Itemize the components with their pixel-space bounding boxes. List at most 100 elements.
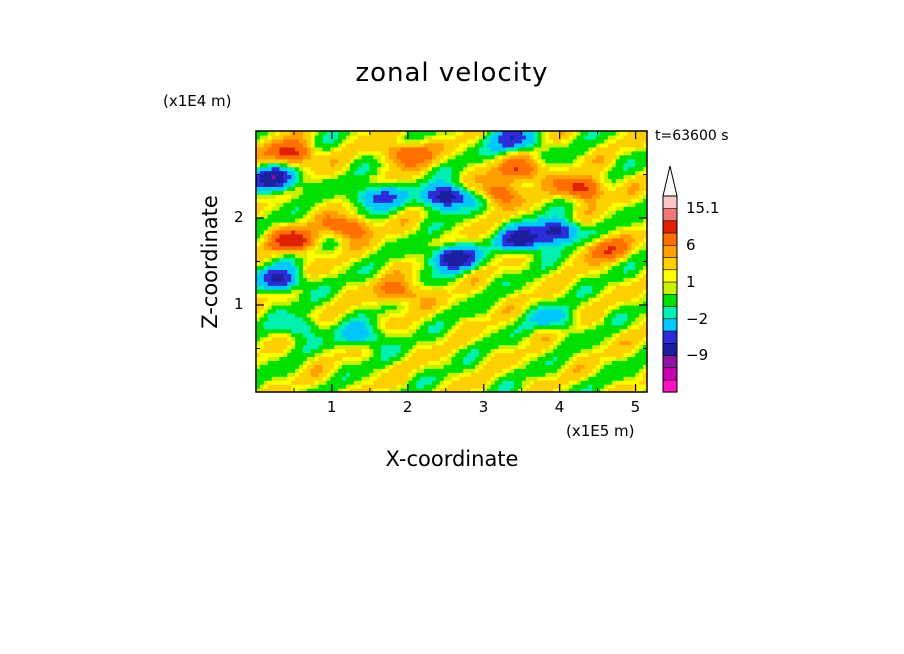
field-cell — [428, 328, 433, 334]
field-cell — [463, 289, 468, 294]
field-cell — [467, 356, 472, 361]
field-cell — [564, 336, 570, 342]
field-cell — [431, 257, 437, 263]
field-cell — [310, 265, 316, 271]
field-cell — [373, 328, 378, 334]
field-cell — [256, 289, 261, 294]
field-cell — [314, 305, 320, 310]
field-cell — [342, 273, 347, 278]
field-cell — [338, 380, 343, 385]
field-cell — [564, 368, 570, 373]
field-cell — [463, 376, 468, 381]
field-cell — [627, 198, 632, 203]
field-cell — [377, 198, 382, 203]
field-cell — [564, 344, 570, 350]
field-cell — [287, 320, 292, 326]
field-cell — [506, 380, 511, 385]
field-cell — [357, 221, 363, 227]
field-cell — [537, 218, 543, 223]
field-cell — [381, 352, 386, 358]
field-cell — [619, 312, 625, 318]
field-cell — [545, 384, 550, 389]
field-cell — [541, 221, 546, 227]
field-cell — [607, 305, 613, 310]
field-cell — [533, 384, 539, 389]
field-cell — [584, 269, 589, 274]
field-cell — [463, 352, 468, 358]
field-cell — [388, 221, 394, 227]
field-cell — [275, 312, 281, 318]
field-cell — [443, 289, 449, 294]
field-cell — [631, 312, 636, 318]
field-cell — [365, 269, 370, 274]
field-cell — [498, 257, 503, 263]
field-cell — [451, 305, 457, 310]
field-cell — [342, 324, 347, 330]
field-cell — [349, 293, 355, 298]
field-cell — [447, 257, 453, 263]
field-cell — [424, 253, 429, 259]
field-cell — [420, 364, 425, 369]
field-cell — [349, 257, 355, 263]
field-cell — [502, 348, 507, 354]
field-cell — [283, 281, 288, 286]
field-cell — [631, 237, 636, 243]
field-cell — [592, 198, 597, 203]
field-cell — [400, 336, 406, 342]
field-cell — [541, 352, 546, 358]
field-cell — [517, 281, 523, 286]
field-cell — [474, 376, 480, 381]
field-cell — [431, 368, 437, 373]
field-cell — [639, 305, 644, 310]
field-cell — [385, 285, 390, 290]
field-cell — [299, 221, 304, 227]
field-cell — [451, 320, 457, 326]
field-cell — [576, 356, 582, 361]
field-cell — [592, 245, 597, 251]
field-cell — [584, 249, 589, 255]
field-cell — [463, 328, 468, 334]
field-cell — [318, 324, 324, 330]
field-cell — [584, 218, 589, 223]
field-cell — [510, 210, 515, 215]
field-cell — [506, 293, 511, 298]
field-cell — [498, 245, 503, 251]
field-cell — [498, 324, 503, 330]
field-cell — [256, 336, 261, 342]
field-cell — [424, 372, 429, 377]
field-cell — [580, 229, 586, 235]
field-cell — [619, 356, 625, 361]
field-cell — [619, 344, 625, 350]
field-cell — [517, 384, 523, 389]
field-cell — [541, 372, 546, 377]
field-cell — [514, 364, 519, 369]
field-cell — [588, 380, 593, 385]
field-cell — [451, 206, 457, 211]
field-cell — [291, 277, 296, 282]
field-cell — [521, 297, 527, 302]
field-cell — [385, 332, 390, 338]
field-cell — [447, 281, 453, 286]
field-cell — [392, 194, 398, 199]
field-cell — [396, 336, 402, 342]
field-cell — [635, 364, 640, 369]
field-cell — [607, 277, 613, 282]
field-cell — [279, 265, 284, 271]
field-cell — [596, 336, 601, 342]
field-cell — [322, 198, 327, 203]
field-cell — [416, 297, 421, 302]
field-cell — [365, 257, 370, 263]
field-cell — [576, 328, 582, 334]
field-cell — [482, 380, 488, 385]
field-cell — [517, 237, 523, 243]
field-cell — [357, 253, 363, 259]
field-cell — [564, 332, 570, 338]
field-cell — [627, 273, 632, 278]
field-cell — [603, 245, 609, 251]
field-cell — [381, 218, 386, 223]
field-cell — [568, 249, 574, 255]
field-cell — [299, 348, 304, 354]
field-cell — [549, 293, 554, 298]
field-cell — [580, 320, 586, 326]
